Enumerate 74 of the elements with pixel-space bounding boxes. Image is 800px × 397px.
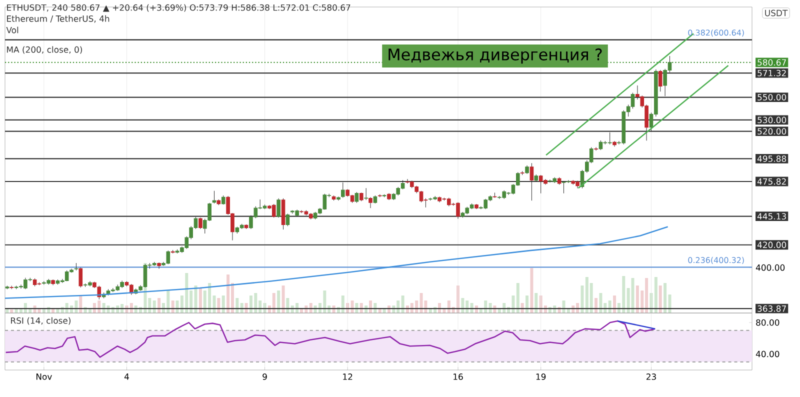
bar bbox=[594, 298, 598, 314]
bar bbox=[272, 293, 276, 314]
candlestick bbox=[492, 192, 497, 198]
candlestick bbox=[340, 182, 345, 198]
candlestick bbox=[221, 195, 226, 205]
bar bbox=[401, 296, 404, 314]
annotation: MA (200, close, 0) bbox=[7, 46, 82, 54]
x-tick-label: 12 bbox=[343, 374, 352, 380]
bar bbox=[530, 268, 534, 314]
chart-title: RSI (14, close) bbox=[11, 317, 70, 325]
candlestick bbox=[598, 140, 603, 150]
candlestick bbox=[566, 180, 570, 184]
y-tick-label: 80.00 bbox=[756, 319, 780, 326]
bar bbox=[277, 290, 280, 314]
y-tick-label: 495.88 bbox=[757, 156, 786, 162]
x-tick-label: 4 bbox=[124, 374, 129, 380]
bar bbox=[461, 298, 464, 314]
bar bbox=[341, 296, 344, 314]
annotation: Медвежья дивергенция ? bbox=[388, 48, 602, 64]
x-tick-label: Nov bbox=[36, 374, 52, 380]
text: USDT bbox=[765, 10, 788, 16]
x-tick-label: 19 bbox=[536, 374, 546, 380]
bar bbox=[158, 298, 161, 314]
bar bbox=[516, 283, 520, 314]
candlestick bbox=[272, 204, 276, 218]
bar bbox=[420, 293, 423, 314]
text: Ethereum / TetherUS, 4h bbox=[7, 15, 110, 23]
x-tick-label: 9 bbox=[262, 374, 267, 380]
bar bbox=[236, 298, 239, 314]
y-tick-label: 400.00 bbox=[756, 264, 785, 271]
bar bbox=[654, 277, 658, 314]
candlestick bbox=[276, 198, 280, 218]
annotation: Vol bbox=[6, 26, 18, 34]
y-tick-label: 571.32 bbox=[758, 70, 786, 76]
x-tick-label: 16 bbox=[454, 374, 463, 380]
bar bbox=[613, 296, 616, 314]
bar bbox=[212, 296, 216, 314]
x-tick-label: 23 bbox=[646, 374, 656, 380]
y-tick-label: 475.82 bbox=[757, 178, 786, 185]
chart-title: ETHUSDT, 240 580.67 ▲ +20.64 (+3.69%) O:573.79 H:586.38 L:572.01 C:580.67 bbox=[7, 4, 350, 12]
candlestick bbox=[630, 92, 635, 109]
y-tick-label: 40.00 bbox=[756, 350, 780, 358]
candlestick bbox=[157, 262, 161, 269]
y-tick-label: 520.00 bbox=[758, 128, 786, 135]
candlestick bbox=[198, 217, 202, 230]
y-tick-label: 580.67 bbox=[758, 59, 786, 66]
candlestick bbox=[286, 213, 290, 226]
y-tick-label: 550.00 bbox=[758, 94, 786, 100]
bar bbox=[286, 298, 290, 314]
candlestick bbox=[658, 70, 662, 92]
bar bbox=[534, 293, 538, 314]
candlestick bbox=[78, 267, 83, 288]
y-tick-label: 445.13 bbox=[757, 213, 786, 220]
line-series bbox=[4, 226, 668, 299]
bar bbox=[282, 286, 285, 314]
bar bbox=[198, 288, 202, 314]
bar bbox=[226, 274, 230, 314]
bar bbox=[631, 278, 634, 314]
y-tick-label: 530.00 bbox=[758, 116, 786, 124]
bar bbox=[222, 296, 225, 314]
candlestick bbox=[530, 162, 534, 201]
bar bbox=[580, 286, 584, 314]
candlestick bbox=[354, 192, 359, 204]
candlestick bbox=[612, 140, 616, 147]
candlestick bbox=[364, 188, 368, 200]
bar bbox=[526, 296, 529, 314]
y-tick-label: 420.00 bbox=[757, 242, 786, 248]
y-tick-label: 363.87 bbox=[758, 305, 786, 312]
bar bbox=[599, 293, 602, 314]
candlestick bbox=[368, 196, 372, 208]
bar bbox=[664, 283, 667, 314]
bar bbox=[658, 286, 662, 314]
bar bbox=[217, 298, 220, 314]
candlestick bbox=[562, 181, 566, 194]
